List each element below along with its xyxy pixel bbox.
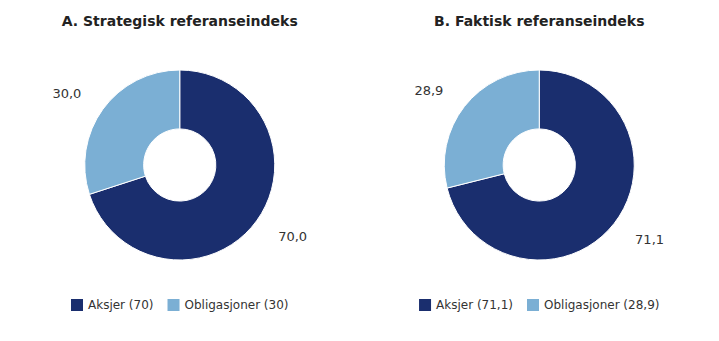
legend-swatch: [71, 299, 83, 311]
data-label: 70,0: [278, 229, 307, 244]
donut-slice: [444, 70, 539, 188]
chart-canvas: A. Strategisk referanseindeks 70,0 30,0 Aks…: [0, 0, 719, 341]
legend-item: Obligasjoner (28,9): [527, 298, 659, 312]
legend-label: Aksjer (70): [88, 298, 154, 312]
chart-title: A. Strategisk referanseindeks: [62, 13, 298, 29]
chart-title: B. Faktisk referanseindeks: [434, 13, 644, 29]
donut-panel: B. Faktisk referanseindeks 71,1 28,9 Aksjer…: [414, 13, 664, 312]
legend-label: Obligasjoner (28,9): [544, 298, 659, 312]
donut-panel: A. Strategisk referanseindeks 70,0 30,0 Aks…: [52, 13, 307, 312]
legend: Aksjer (71,1) Obligasjoner (28,9): [419, 298, 659, 312]
data-label: 28,9: [414, 83, 443, 98]
legend-item: Obligasjoner (30): [168, 298, 289, 312]
legend: Aksjer (70) Obligasjoner (30): [71, 298, 289, 312]
legend-swatch: [527, 299, 539, 311]
legend-swatch: [419, 299, 431, 311]
legend-label: Obligasjoner (30): [185, 298, 289, 312]
data-label: 71,1: [635, 232, 664, 247]
legend-item: Aksjer (70): [71, 298, 154, 312]
legend-item: Aksjer (71,1): [419, 298, 513, 312]
legend-swatch: [168, 299, 180, 311]
data-label: 30,0: [52, 86, 81, 101]
legend-label: Aksjer (71,1): [436, 298, 513, 312]
donut-slice: [85, 70, 180, 194]
